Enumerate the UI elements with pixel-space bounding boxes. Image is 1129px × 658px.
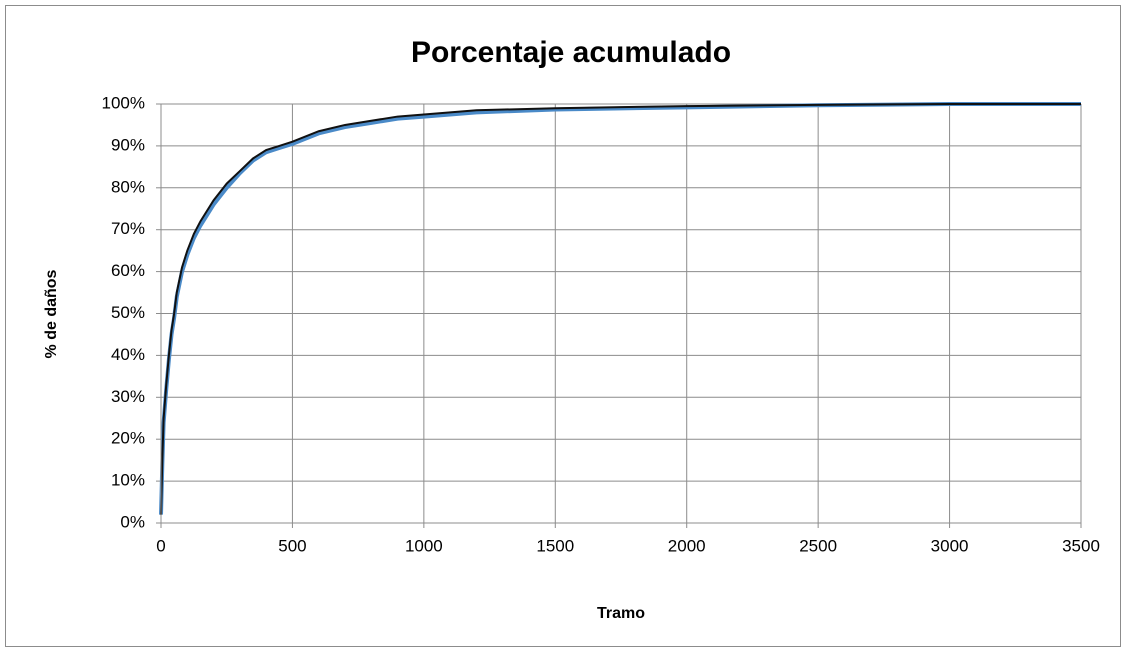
y-tick-label: 40% bbox=[111, 345, 145, 364]
x-tick-label: 500 bbox=[278, 536, 306, 555]
y-tick-label: 90% bbox=[111, 135, 145, 154]
x-tick-label: 2500 bbox=[799, 536, 837, 555]
x-tick-label: 0 bbox=[156, 536, 165, 555]
y-tick-label: 70% bbox=[111, 219, 145, 238]
x-tick-label: 1000 bbox=[405, 536, 443, 555]
data-line bbox=[160, 103, 1081, 515]
y-axis-label: % de daños bbox=[43, 269, 60, 358]
y-tick-label: 10% bbox=[111, 471, 145, 490]
plot bbox=[159, 102, 1081, 515]
x-tick-label: 3000 bbox=[931, 536, 969, 555]
y-tick-label: 20% bbox=[111, 429, 145, 448]
y-tick-label: 60% bbox=[111, 261, 145, 280]
x-tick-label: 2000 bbox=[668, 536, 706, 555]
chart-title: Porcentaje acumulado bbox=[411, 36, 731, 69]
y-tick-label: 50% bbox=[111, 303, 145, 322]
y-tick-label: 100% bbox=[102, 93, 145, 112]
y-tick-label: 30% bbox=[111, 387, 145, 406]
chart-border bbox=[5, 5, 1121, 647]
x-tick-label: 3500 bbox=[1062, 536, 1100, 555]
y-tick-label: 80% bbox=[111, 177, 145, 196]
x-tick-label: 1500 bbox=[536, 536, 574, 555]
x-axis-label: Tramo bbox=[597, 605, 645, 622]
y-tick-label: 0% bbox=[120, 512, 145, 531]
